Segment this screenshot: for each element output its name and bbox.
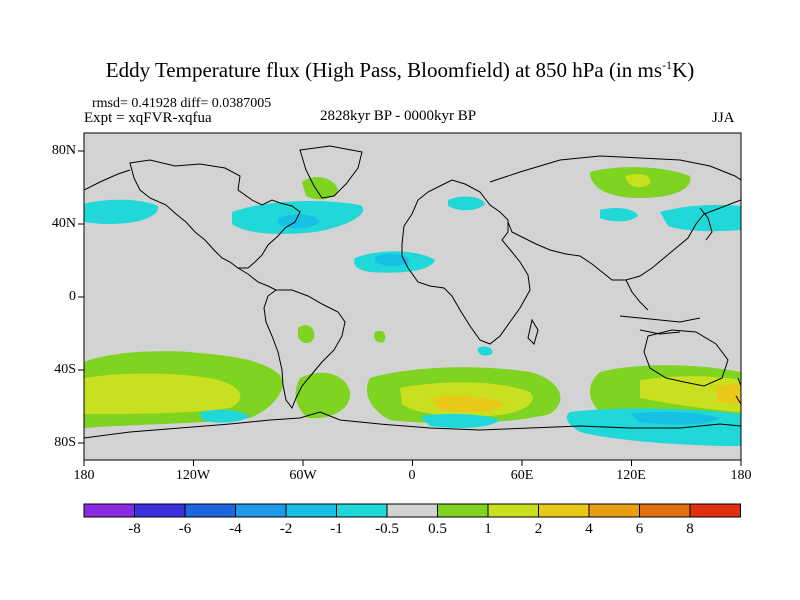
- period-label: 2828kyr BP - 0000kyr BP: [320, 108, 477, 124]
- lat-label-0: 0: [69, 289, 76, 304]
- anomaly-midatlantic-blue: [375, 254, 410, 266]
- anomaly-field: [84, 167, 741, 446]
- colorbar-label-11: 8: [686, 521, 694, 537]
- coast-australia: [643, 329, 729, 387]
- colorbar-box-8: [487, 503, 539, 518]
- colorbar: [83, 503, 741, 518]
- lat-label-80n: 80N: [51, 143, 76, 158]
- coast-south-america: [263, 289, 346, 410]
- anomaly-southwest-cyan: [200, 409, 250, 423]
- anomaly-south-atlantic-orange: [430, 396, 505, 412]
- coast-japan: [699, 207, 713, 241]
- stats-text: rmsd= 0.41928 diff= 0.0387005: [92, 96, 272, 111]
- coast-indochina: [625, 279, 649, 311]
- anomaly-antarctic-blue: [630, 411, 720, 425]
- anomaly-south-indian-yellow: [640, 376, 741, 412]
- season-label: JJA: [712, 110, 735, 126]
- colorbar-label-4: -1: [330, 521, 343, 537]
- anomaly-greenland-green: [302, 176, 338, 200]
- lon-label-0: 0: [408, 468, 416, 483]
- anomaly-east-atlantic-cyan: [448, 196, 485, 211]
- anomaly-north-atlantic-blue: [278, 214, 320, 229]
- colorbar-label-8: 2: [534, 521, 543, 537]
- anomaly-south-pacific-yellow: [84, 373, 241, 414]
- colorbar-box-11: [639, 503, 691, 518]
- anomaly-south-america-green: [295, 372, 351, 419]
- colorbar-box-7: [437, 503, 489, 518]
- anomaly-pacific-small-green: [298, 325, 315, 344]
- anomaly-asia-yellow: [625, 174, 651, 188]
- coast-north-america: [129, 159, 301, 269]
- coast-alaska: [84, 169, 131, 191]
- colorbar-box-0: [83, 503, 135, 518]
- coast-central-america: [237, 267, 277, 291]
- lat-label-40n: 40N: [51, 216, 76, 231]
- anomaly-cyan-small-1: [477, 346, 493, 356]
- colorbar-label-0: -8: [128, 521, 141, 537]
- colorbar-box-1: [134, 503, 186, 518]
- coast-antarctica: [84, 411, 741, 439]
- lon-label-60e: 60E: [510, 468, 534, 483]
- colorbar-box-3: [235, 503, 287, 518]
- coast-indonesia: [619, 315, 701, 335]
- anomaly-asia-cyan: [600, 208, 638, 222]
- anomaly-north-pacific-cyan: [84, 199, 159, 224]
- lat-label-80s: 80S: [54, 435, 76, 450]
- lat-label-40s: 40S: [54, 362, 76, 377]
- colorbar-box-9: [538, 503, 590, 518]
- lon-label-120e: 120E: [616, 468, 646, 483]
- colorbar-label-10: 6: [635, 521, 644, 537]
- colorbar-box-5: [336, 503, 388, 518]
- anomaly-atlantic-small-green: [374, 330, 386, 343]
- colorbar-label-3: -2: [279, 521, 293, 537]
- lon-label-180e: 180: [730, 468, 752, 483]
- colorbar-box-2: [184, 503, 236, 518]
- coast-europe-africa: [401, 179, 531, 345]
- coast-greenland: [299, 145, 363, 199]
- colorbar-box-6: [386, 503, 438, 518]
- coast-madagascar: [527, 318, 539, 345]
- experiment-label: Expt = xqFVR-xqfua: [84, 110, 212, 126]
- anomaly-south-indian-orange: [715, 384, 741, 404]
- lon-label-120w: 120W: [175, 468, 211, 483]
- colorbar-label-9: 4: [585, 521, 593, 537]
- colorbar-label-7: 1: [484, 521, 492, 537]
- lon-label-60w: 60W: [289, 468, 317, 483]
- colorbar-box-4: [285, 503, 337, 518]
- colorbar-label-6: 0.5: [428, 521, 447, 537]
- coast-asia: [489, 155, 741, 281]
- coastlines: [84, 145, 741, 439]
- colorbar-box-12: [689, 503, 741, 518]
- colorbar-box-10: [588, 503, 640, 518]
- axis-ticks: [78, 150, 742, 466]
- colorbar-label-5: -0.5: [375, 521, 399, 537]
- colorbar-label-1: -6: [178, 521, 192, 537]
- anomaly-south-atlantic-cyan: [420, 413, 500, 428]
- lon-label-180w: 180: [73, 468, 95, 483]
- colorbar-label-2: -4: [229, 521, 242, 537]
- map-title: Eddy Temperature flux (High Pass, Bloomf…: [105, 58, 695, 82]
